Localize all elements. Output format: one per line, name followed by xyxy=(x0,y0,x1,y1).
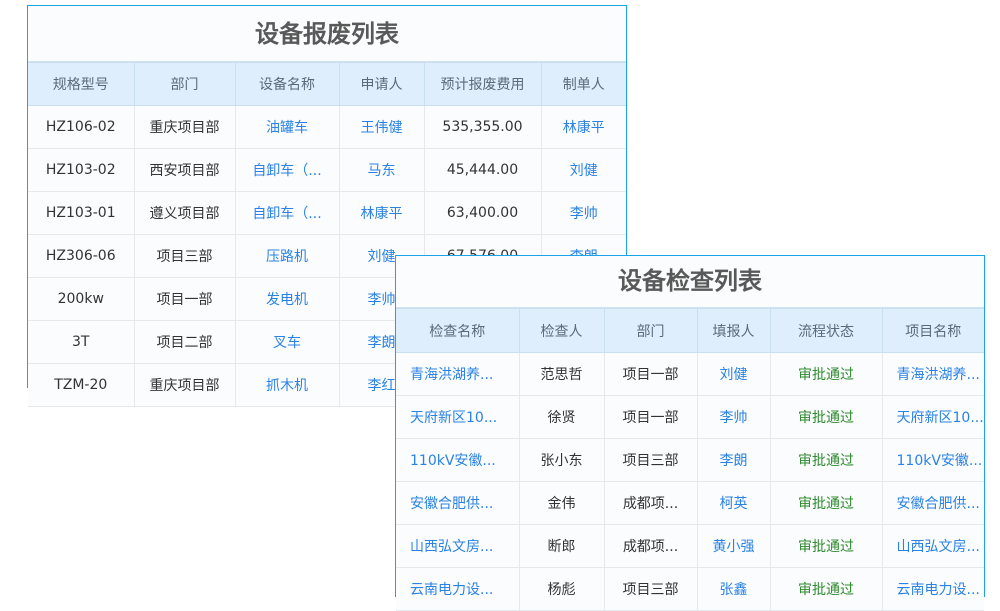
table-cell: 项目二部 xyxy=(133,320,236,364)
table-cell[interactable]: 自卸车（... xyxy=(234,148,340,192)
table-cell[interactable]: 山西弘文房... xyxy=(396,524,520,568)
table-cell: 审批通过 xyxy=(769,438,883,482)
table-cell: HZ103-02 xyxy=(28,148,135,192)
table-cell: 审批通过 xyxy=(769,524,883,568)
table-cell: HZ106-02 xyxy=(28,105,135,149)
column-header[interactable]: 部门 xyxy=(133,62,236,106)
column-header[interactable]: 规格型号 xyxy=(28,62,135,106)
column-header[interactable]: 申请人 xyxy=(338,62,425,106)
table-cell: 遵义项目部 xyxy=(133,191,236,235)
column-header[interactable]: 项目名称 xyxy=(881,308,984,353)
column-header[interactable]: 预计报废费用 xyxy=(423,62,542,106)
table-cell[interactable]: 张鑫 xyxy=(696,567,771,611)
table-cell: 金伟 xyxy=(518,481,605,525)
table-row[interactable]: HZ103-02 西安项目部 自卸车（... 马东 45,444.00 刘健 xyxy=(28,148,626,192)
table-cell: 项目一部 xyxy=(603,352,698,396)
table-row[interactable]: HZ103-01 遵义项目部 自卸车（... 林康平 63,400.00 李帅 xyxy=(28,191,626,235)
table-cell[interactable]: 林康平 xyxy=(540,105,626,149)
column-header[interactable]: 检查名称 xyxy=(396,308,520,353)
table-row[interactable]: 云南电力设... 杨彪 项目三部 张鑫 审批通过 云南电力设... xyxy=(396,567,984,611)
table-row[interactable]: 天府新区10... 徐贤 项目一部 李帅 审批通过 天府新区10... xyxy=(396,395,984,439)
table-cell[interactable]: 110kV安徽... xyxy=(881,438,984,482)
table-cell[interactable]: 叉车 xyxy=(234,320,340,364)
table-cell: 审批通过 xyxy=(769,567,883,611)
table-cell: 重庆项目部 xyxy=(133,105,236,149)
table-cell[interactable]: 青海洪湖养... xyxy=(881,352,984,396)
panel-title: 设备检查列表 xyxy=(396,256,984,308)
table-cell[interactable]: 天府新区10... xyxy=(396,395,520,439)
table-cell: 45,444.00 xyxy=(423,148,542,192)
table-cell[interactable]: 110kV安徽... xyxy=(396,438,520,482)
table-cell: 审批通过 xyxy=(769,395,883,439)
table-cell: 200kw xyxy=(28,277,135,321)
table-cell: 杨彪 xyxy=(518,567,605,611)
table-cell: 重庆项目部 xyxy=(133,363,236,407)
table-cell[interactable]: 青海洪湖养... xyxy=(396,352,520,396)
table-cell: 项目三部 xyxy=(603,438,698,482)
table-cell: TZM-20 xyxy=(28,363,135,407)
table-cell: 63,400.00 xyxy=(423,191,542,235)
column-header[interactable]: 检查人 xyxy=(518,308,605,353)
table-cell[interactable]: 抓木机 xyxy=(234,363,340,407)
table-row[interactable]: 安徽合肥供... 金伟 成都项... 柯英 审批通过 安徽合肥供... xyxy=(396,481,984,525)
table-cell: 西安项目部 xyxy=(133,148,236,192)
table-cell: 断郎 xyxy=(518,524,605,568)
table-cell[interactable]: 李帅 xyxy=(540,191,626,235)
table-cell[interactable]: 李帅 xyxy=(696,395,771,439)
table-cell[interactable]: 云南电力设... xyxy=(396,567,520,611)
table-cell[interactable]: 油罐车 xyxy=(234,105,340,149)
table-cell: 3T xyxy=(28,320,135,364)
table-cell: 项目三部 xyxy=(603,567,698,611)
column-header[interactable]: 流程状态 xyxy=(769,308,883,353)
table-cell: 张小东 xyxy=(518,438,605,482)
table-cell[interactable]: 柯英 xyxy=(696,481,771,525)
table-cell: 成都项... xyxy=(603,481,698,525)
table-row[interactable]: 青海洪湖养... 范思哲 项目一部 刘健 审批通过 青海洪湖养... xyxy=(396,352,984,396)
table-cell: 徐贤 xyxy=(518,395,605,439)
table-cell[interactable]: 安徽合肥供... xyxy=(396,481,520,525)
table-cell: HZ306-06 xyxy=(28,234,135,278)
panel-title: 设备报废列表 xyxy=(28,6,626,62)
table-cell[interactable]: 天府新区10... xyxy=(881,395,984,439)
table-cell[interactable]: 王伟健 xyxy=(338,105,425,149)
table-cell: 成都项... xyxy=(603,524,698,568)
table-row[interactable]: 110kV安徽... 张小东 项目三部 李朗 审批通过 110kV安徽... xyxy=(396,438,984,482)
table-cell[interactable]: 压路机 xyxy=(234,234,340,278)
inspection-table: 检查名称 检查人 部门 填报人 流程状态 项目名称 青海洪湖养... 范思哲 项目一部 刘健 审批… xyxy=(396,308,984,611)
table-cell: HZ103-01 xyxy=(28,191,135,235)
table-cell[interactable]: 发电机 xyxy=(234,277,340,321)
table-cell: 项目一部 xyxy=(603,395,698,439)
table-cell[interactable]: 山西弘文房... xyxy=(881,524,984,568)
table-cell[interactable]: 黄小强 xyxy=(696,524,771,568)
table-cell[interactable]: 安徽合肥供... xyxy=(881,481,984,525)
table-cell: 审批通过 xyxy=(769,481,883,525)
table-cell[interactable]: 李朗 xyxy=(696,438,771,482)
table-cell[interactable]: 马东 xyxy=(338,148,425,192)
table-cell: 项目一部 xyxy=(133,277,236,321)
table-cell: 535,355.00 xyxy=(423,105,542,149)
table-cell[interactable]: 刘健 xyxy=(696,352,771,396)
column-header[interactable]: 设备名称 xyxy=(234,62,340,106)
table-cell[interactable]: 自卸车（... xyxy=(234,191,340,235)
column-header[interactable]: 填报人 xyxy=(696,308,771,353)
column-header[interactable]: 部门 xyxy=(603,308,698,353)
table-cell[interactable]: 刘健 xyxy=(540,148,626,192)
table-cell: 项目三部 xyxy=(133,234,236,278)
table-cell: 范思哲 xyxy=(518,352,605,396)
table-cell[interactable]: 云南电力设... xyxy=(881,567,984,611)
equipment-inspection-panel: 设备检查列表 检查名称 检查人 部门 填报人 流程状态 项目名称 青海洪湖养... 范思哲项… xyxy=(395,255,985,611)
table-row[interactable]: HZ306-06项目三部压路机刘健67,576.00李朗 xyxy=(28,234,626,278)
table-cell: 审批通过 xyxy=(769,352,883,396)
table-cell[interactable]: 林康平 xyxy=(338,191,425,235)
table-row[interactable]: HZ106-02 重庆项目部 油罐车 王伟健 535,355.00 林康平 xyxy=(28,105,626,149)
column-header[interactable]: 制单人 xyxy=(540,62,626,106)
table-row[interactable]: 山西弘文房... 断郎 成都项... 黄小强 审批通过 山西弘文房... xyxy=(396,524,984,568)
